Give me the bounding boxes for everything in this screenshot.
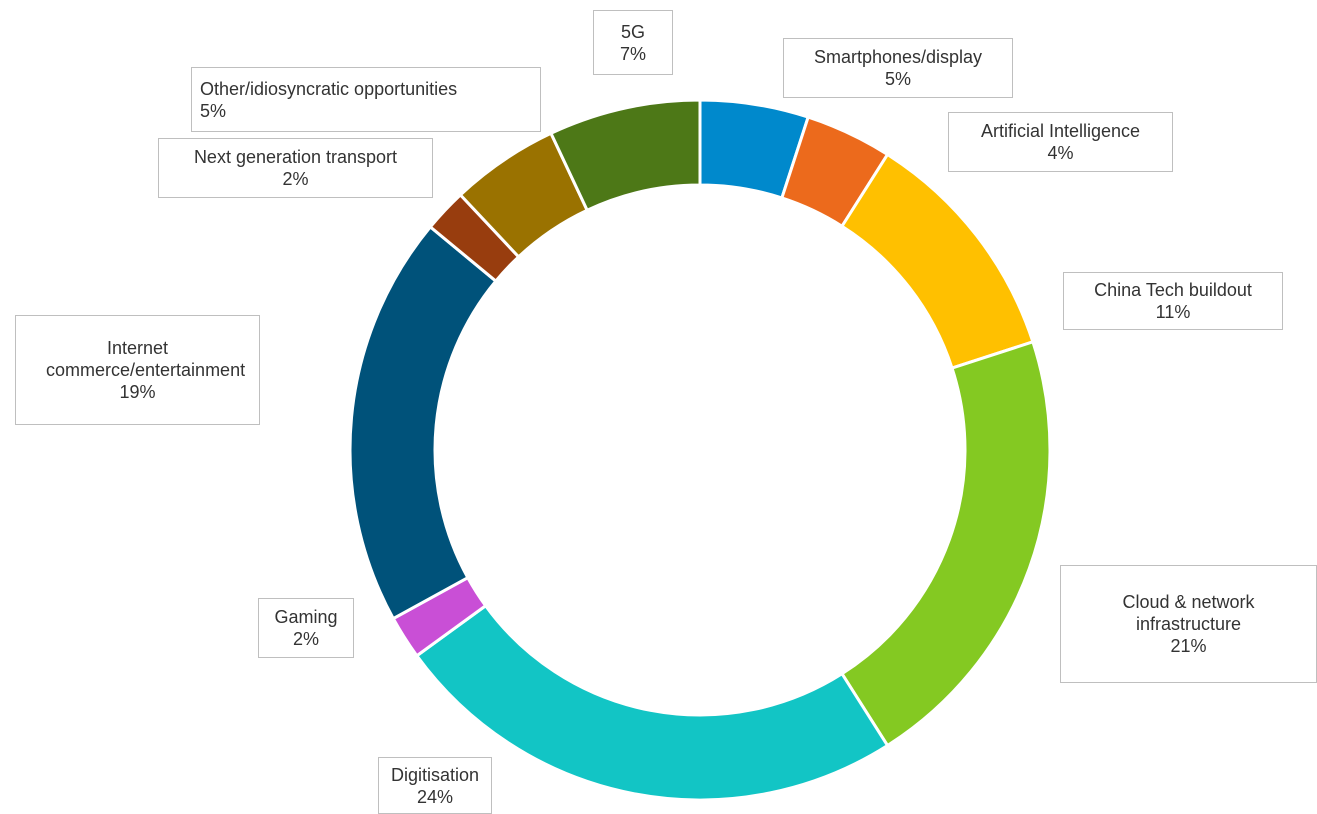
data-label: Gaming 2% <box>258 598 354 658</box>
category-name: Gaming <box>274 607 338 627</box>
value-label: 4% <box>1047 143 1074 163</box>
category-name: 5G <box>620 21 645 42</box>
category-name: Artificial Intelligence <box>980 121 1141 141</box>
value-label: 11% <box>1155 302 1191 322</box>
donut-segment <box>348 224 498 621</box>
data-label: Artificial Intelligence 4% <box>948 112 1173 172</box>
data-label: Smartphones/display 5% <box>783 38 1013 98</box>
data-label: Digitisation 24% <box>378 757 492 814</box>
value-label: 7% <box>619 43 646 64</box>
value-label: 24% <box>416 786 454 807</box>
category-name: Next generation transport <box>193 147 398 167</box>
data-label: Other/idiosyncratic opportunities 5% <box>191 67 541 132</box>
value-label: 5% <box>200 100 227 121</box>
category-name: Cloud & network infrastructure <box>1122 592 1255 634</box>
value-label: 5% <box>884 69 911 89</box>
data-label: Next generation transport 2% <box>158 138 433 198</box>
value-label: 2% <box>292 629 319 649</box>
category-name: China Tech buildout <box>1094 280 1252 300</box>
data-label: Cloud & network infrastructure 21% <box>1060 565 1317 683</box>
donut-segment <box>548 98 702 213</box>
category-name: Internet commerce/entertainment <box>46 338 246 380</box>
category-name: Digitisation <box>390 764 480 785</box>
data-label: 5G 7% <box>593 10 673 75</box>
value-label: 19% <box>119 382 156 402</box>
donut-segment <box>839 152 1035 371</box>
data-label: China Tech buildout 11% <box>1063 272 1283 330</box>
value-label: 21% <box>1170 636 1207 656</box>
data-label: Internet commerce/entertainment 19% <box>15 315 260 425</box>
category-name: Smartphones/display <box>813 47 983 67</box>
donut-segment <box>839 339 1052 748</box>
category-name: Other/idiosyncratic opportunities <box>200 78 458 99</box>
value-label: 2% <box>282 169 309 189</box>
